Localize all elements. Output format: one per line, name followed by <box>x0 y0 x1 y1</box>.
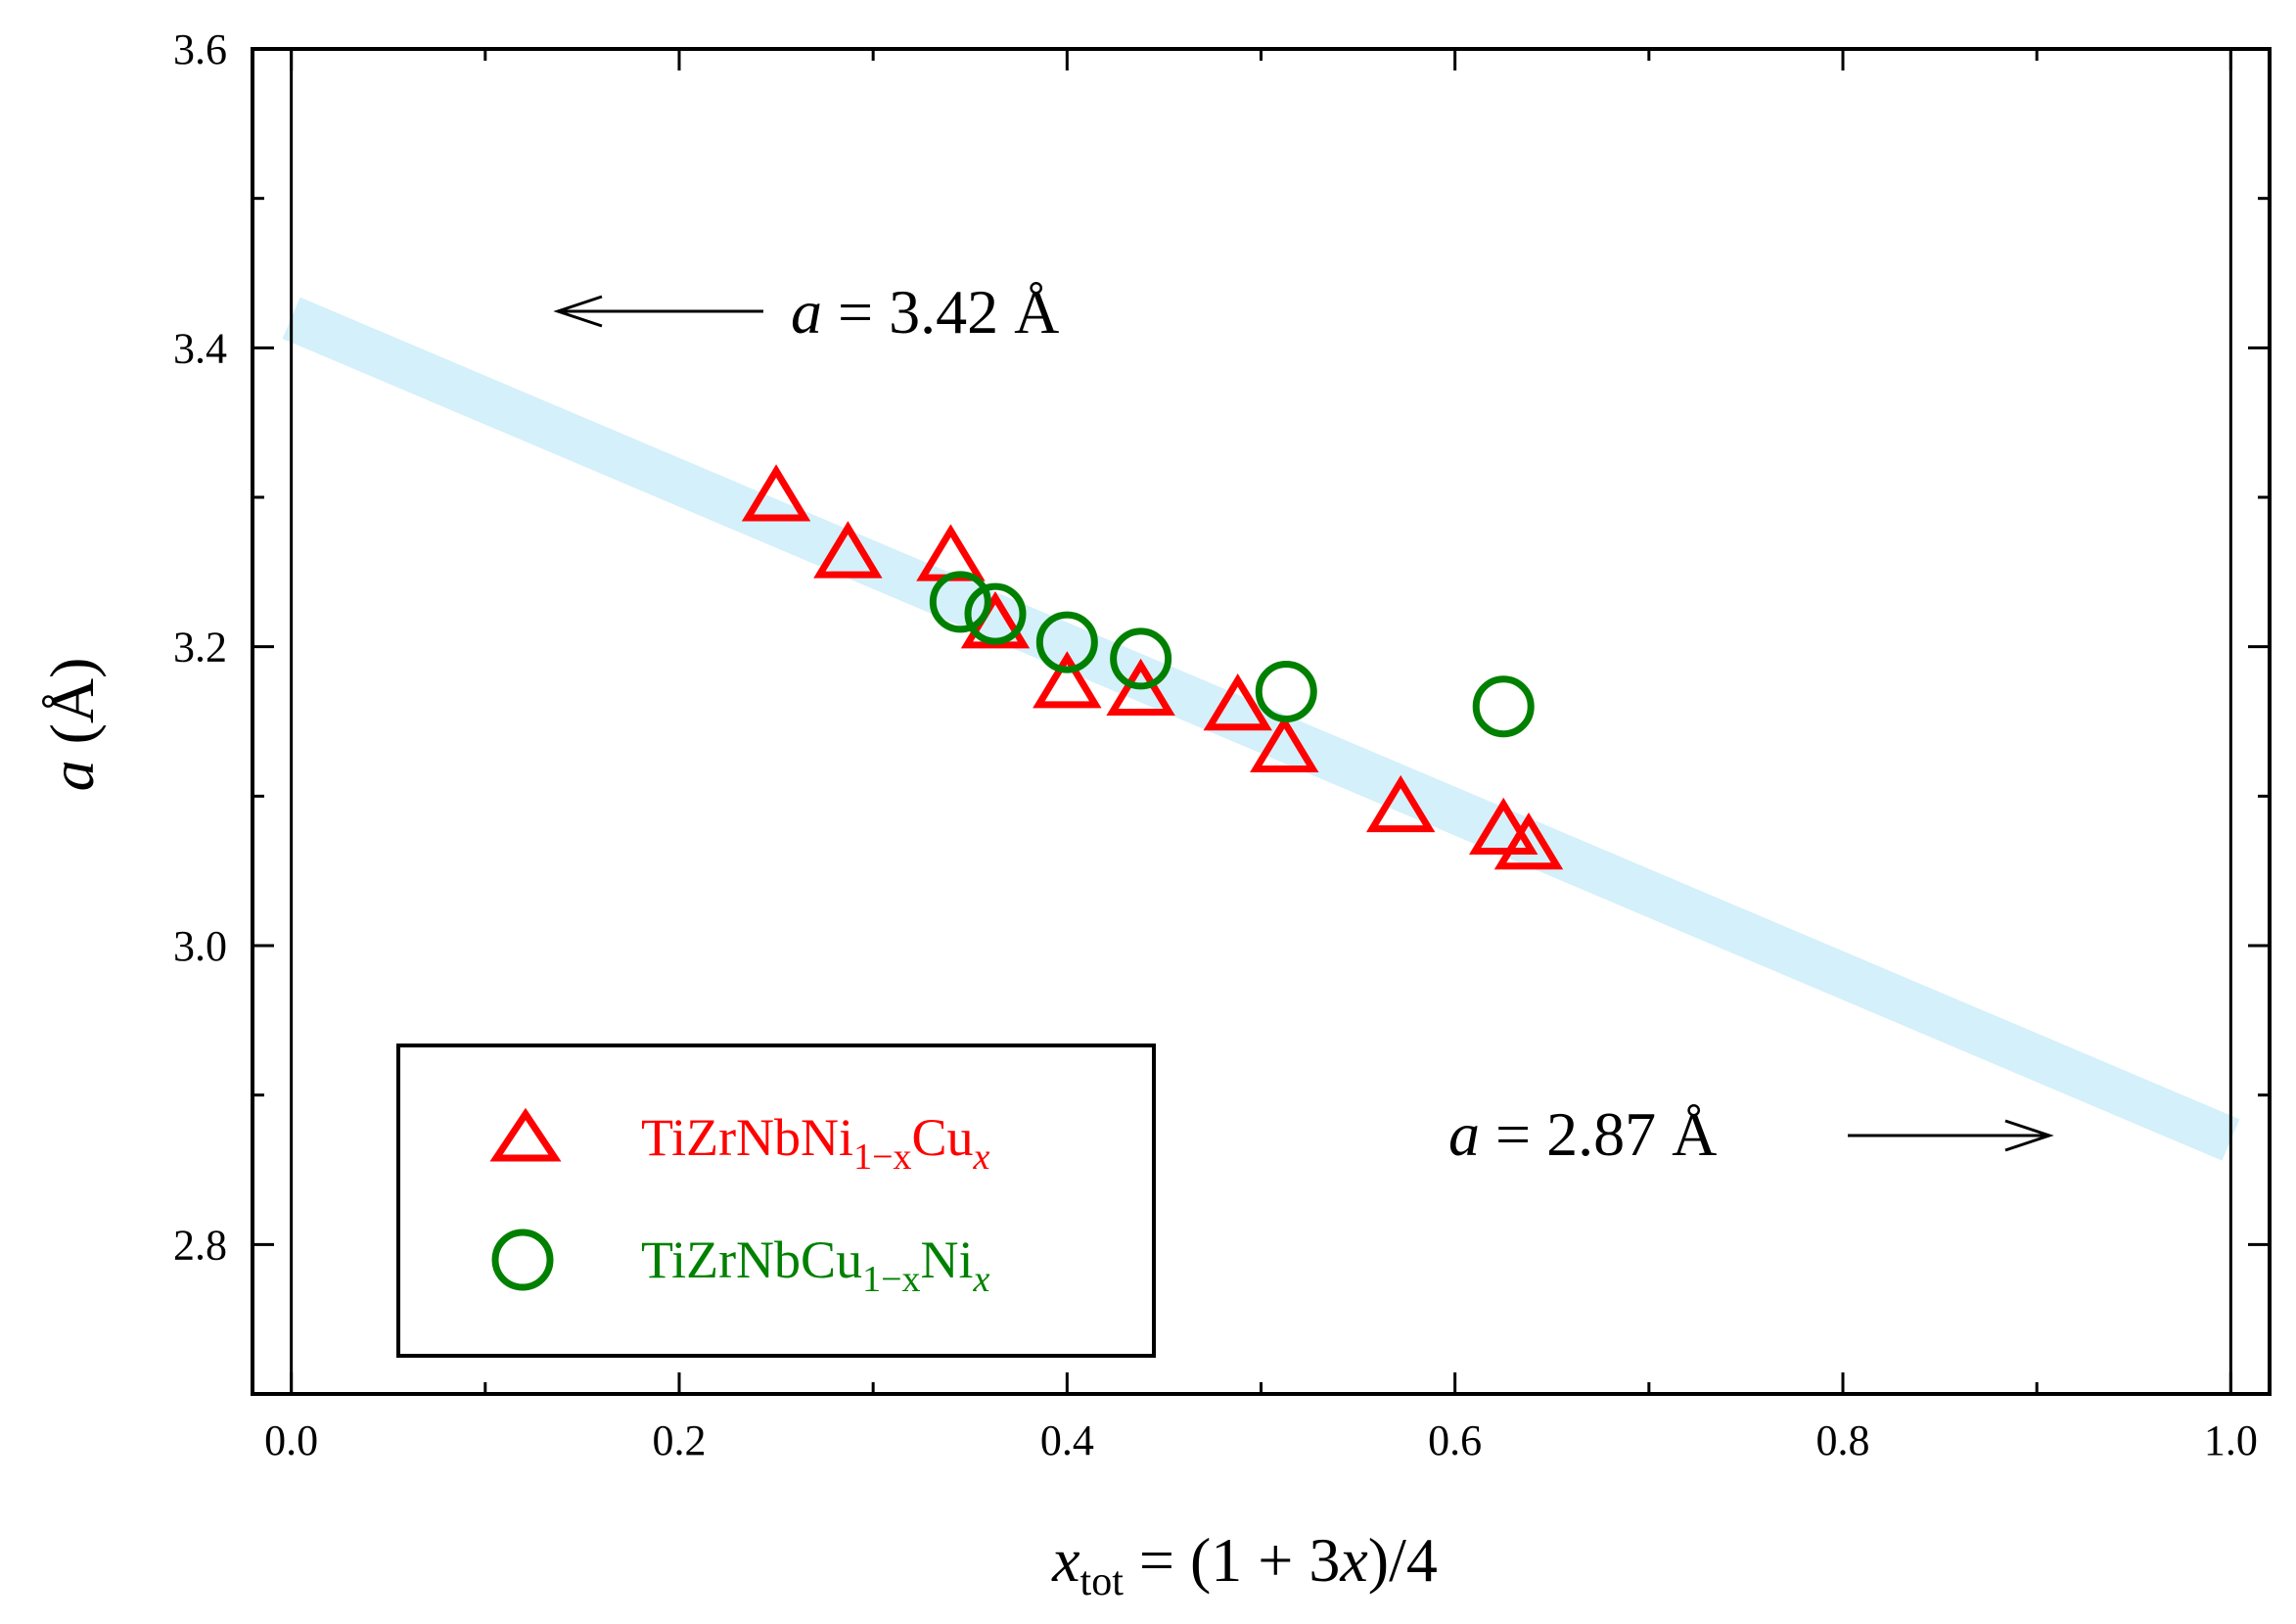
reference-lines <box>290 49 2232 1394</box>
triangle-point <box>1469 797 1538 855</box>
annotation-left-text: a = 3.42 Å <box>791 277 1059 347</box>
y-tick-label: 3.2 <box>173 624 227 672</box>
annotation-left: a = 3.42 Å <box>553 277 1059 347</box>
x-tick-label: 0.0 <box>264 1416 318 1464</box>
y-tick-label: 3.4 <box>173 324 227 372</box>
x-tick-label: 1.0 <box>2204 1416 2258 1464</box>
triangle-point <box>1250 715 1319 773</box>
y-axis-label: a (Å) <box>37 658 107 792</box>
circle-point <box>964 582 1027 645</box>
x-tick-label: 0.6 <box>1428 1416 1482 1464</box>
legend-box <box>396 1044 1156 1358</box>
legend-circle-marker <box>491 1229 554 1291</box>
y-tick-label: 3.0 <box>173 922 227 970</box>
triangle-point <box>1493 812 1564 870</box>
annotation-right-text: a = 2.87 Å <box>1448 1099 1717 1169</box>
circle-point <box>1472 675 1535 738</box>
legend-triangle-marker <box>489 1107 562 1162</box>
legend-entry-1: TiZrNbNi1−xCux <box>641 1108 990 1178</box>
x-tick-label: 0.2 <box>652 1416 706 1464</box>
plot-frame <box>251 47 2272 1396</box>
triangle-point <box>1033 651 1102 709</box>
circle-point <box>1035 611 1098 673</box>
y-tick-label: 2.8 <box>173 1221 227 1269</box>
y-tick-label: 3.6 <box>173 25 227 73</box>
triangle-point <box>1106 658 1175 717</box>
triangle-point <box>1203 673 1272 731</box>
circle-point <box>1255 660 1317 722</box>
tick-labels: 0.0 0.2 0.4 0.6 0.8 1.0 2.8 3.0 3.2 3.4 3.6 <box>173 25 2258 1464</box>
arrow-right-head <box>2004 1119 2054 1152</box>
legend: TiZrNbNi1−xCux TiZrNbCu1−xNix <box>396 1044 1156 1358</box>
data-markers <box>741 464 1564 870</box>
circle-point <box>1110 627 1172 690</box>
annotation-right: a = 2.87 Å <box>1448 1099 2054 1169</box>
x-axis-label: xtot = (1 + 3x)/4 <box>1051 1525 1438 1604</box>
x-tick-label: 0.8 <box>1816 1416 1870 1464</box>
circle-point <box>929 571 991 633</box>
arrow-left-head <box>553 295 603 328</box>
triangle-point <box>1365 774 1436 833</box>
x-tick-label: 0.4 <box>1040 1416 1094 1464</box>
triangle-point <box>813 521 883 579</box>
triangle-point <box>741 464 811 522</box>
legend-entry-2: TiZrNbCu1−xNix <box>641 1230 990 1300</box>
